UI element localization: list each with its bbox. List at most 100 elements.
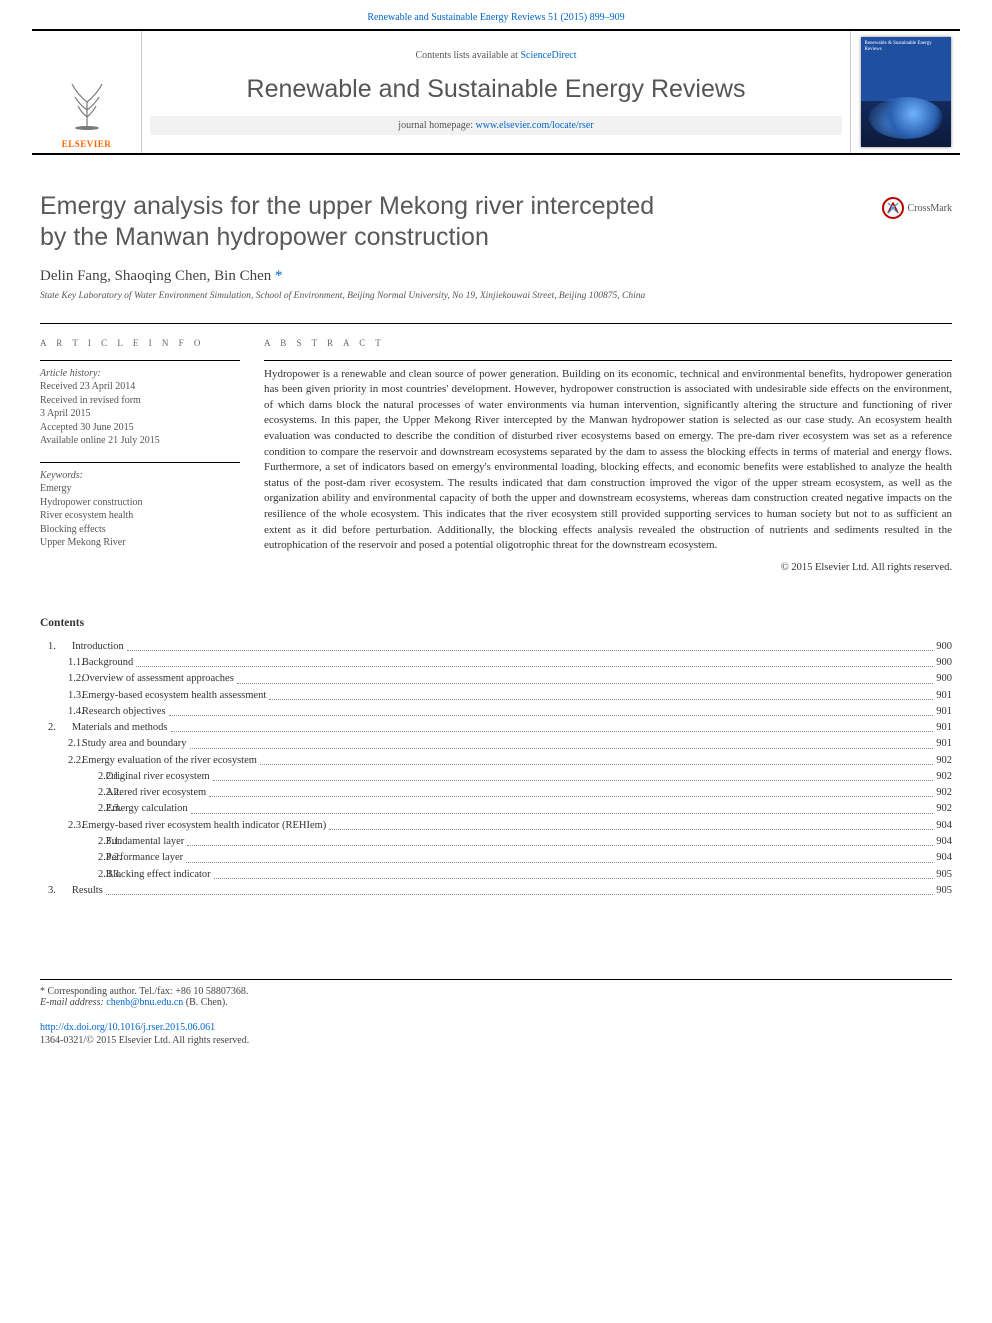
toc-title: Introduction — [72, 639, 124, 655]
toc-leader-dots — [187, 834, 933, 846]
toc-title: Fundamental layer — [106, 834, 184, 850]
toc-title: Emergy-based river ecosystem health indi… — [82, 818, 326, 834]
cover-thumbnail-box: Renewable & Sustainable Energy Reviews — [850, 31, 960, 153]
toc-leader-dots — [209, 785, 933, 797]
toc-title: Background — [82, 655, 133, 671]
toc-number: 1.1. — [40, 655, 74, 671]
toc-page: 904 — [936, 850, 952, 866]
title-line-2: by the Manwan hydropower construction — [40, 223, 489, 251]
toc-row[interactable]: 1.2. Overview of assessment approaches 9… — [40, 671, 952, 687]
article-info-column: A R T I C L E I N F O Article history: R… — [40, 338, 240, 573]
toc-title: Performance layer — [106, 850, 183, 866]
homepage-link[interactable]: www.elsevier.com/locate/rser — [476, 120, 594, 131]
abstract-column: A B S T R A C T Hydropower is a renewabl… — [264, 338, 952, 573]
toc-row[interactable]: 2.3. Emergy-based river ecosystem health… — [40, 818, 952, 834]
toc-number: 2.2.1. — [40, 769, 98, 785]
corresponding-mark[interactable]: * — [275, 268, 283, 284]
abstract-copyright: © 2015 Elsevier Ltd. All rights reserved… — [264, 562, 952, 573]
toc-title: Emergy-based ecosystem health assessment — [82, 688, 266, 704]
history-line: Received 23 April 2014 — [40, 380, 240, 394]
toc-row[interactable]: 1.1. Background 900 — [40, 655, 952, 671]
toc-row[interactable]: 2.2.1. Original river ecosystem 902 — [40, 769, 952, 785]
toc-row[interactable]: 2.2.2. Altered river ecosystem 902 — [40, 785, 952, 801]
toc-number: 2.3.3. — [40, 867, 98, 883]
footer: * Corresponding author. Tel./fax: +86 10… — [40, 979, 952, 1046]
toc-leader-dots — [136, 655, 933, 667]
toc-title: Research objectives — [82, 704, 166, 720]
toc-number: 2.1. — [40, 736, 74, 752]
toc-page: 902 — [936, 785, 952, 801]
toc-leader-dots — [190, 736, 934, 748]
toc-number: 1.3. — [40, 688, 74, 704]
toc-leader-dots — [127, 639, 933, 651]
history-line: Received in revised form — [40, 394, 240, 408]
title-line-1: Emergy analysis for the upper Mekong riv… — [40, 192, 654, 220]
toc-leader-dots — [191, 801, 934, 813]
publisher-block: ELSEVIER — [32, 31, 142, 153]
toc-number: 1. — [40, 639, 64, 655]
article-info-heading: A R T I C L E I N F O — [40, 338, 240, 348]
toc-leader-dots — [186, 850, 933, 862]
toc-page: 901 — [936, 736, 952, 752]
crossmark-badge[interactable]: CrossMark — [882, 197, 952, 219]
toc-row[interactable]: 1. Introduction 900 — [40, 639, 952, 655]
toc-title: Altered river ecosystem — [106, 785, 206, 801]
journal-name: Renewable and Sustainable Energy Reviews — [150, 75, 842, 104]
abstract-text: Hydropower is a renewable and clean sour… — [264, 360, 952, 554]
article-title: Emergy analysis for the upper Mekong riv… — [40, 191, 952, 254]
crossmark-label: CrossMark — [908, 203, 952, 214]
toc-page: 900 — [936, 639, 952, 655]
homepage-prefix: journal homepage: — [398, 120, 475, 131]
toc-row[interactable]: 1.3. Emergy-based ecosystem health asses… — [40, 688, 952, 704]
toc-row[interactable]: 2. Materials and methods 901 — [40, 720, 952, 736]
toc-leader-dots — [269, 688, 933, 700]
toc-number: 2.2.2. — [40, 785, 98, 801]
table-of-contents: 1. Introduction 9001.1. Background 9001.… — [40, 639, 952, 899]
doi-link[interactable]: http://dx.doi.org/10.1016/j.rser.2015.06… — [40, 1022, 215, 1033]
email-link[interactable]: chenb@bnu.edu.cn — [106, 997, 183, 1008]
toc-number: 2.3.1. — [40, 834, 98, 850]
toc-row[interactable]: 2.1. Study area and boundary 901 — [40, 736, 952, 752]
toc-page: 901 — [936, 720, 952, 736]
history-label: Article history: — [40, 367, 240, 381]
masthead: ELSEVIER Contents lists available at Sci… — [32, 29, 960, 155]
toc-row[interactable]: 2.3.2. Performance layer 904 — [40, 850, 952, 866]
contents-prefix: Contents lists available at — [415, 50, 520, 61]
keyword: Blocking effects — [40, 523, 240, 537]
toc-row[interactable]: 2.3.3. Blocking effect indicator 905 — [40, 867, 952, 883]
keywords-label: Keywords: — [40, 469, 240, 483]
toc-row[interactable]: 1.4. Research objectives 901 — [40, 704, 952, 720]
contents-heading: Contents — [40, 617, 952, 629]
toc-row[interactable]: 2.3.1. Fundamental layer 904 — [40, 834, 952, 850]
elsevier-wordmark: ELSEVIER — [62, 139, 112, 149]
toc-number: 2.3. — [40, 818, 74, 834]
toc-title: Overview of assessment approaches — [82, 671, 234, 687]
contents-block: Contents 1. Introduction 9001.1. Backgro… — [40, 617, 952, 899]
toc-page: 905 — [936, 867, 952, 883]
doi-line: http://dx.doi.org/10.1016/j.rser.2015.06… — [40, 1022, 952, 1033]
keywords-block: Keywords: Emergy Hydropower construction… — [40, 462, 240, 550]
title-block: CrossMark Emergy analysis for the upper … — [40, 191, 952, 301]
keyword: River ecosystem health — [40, 509, 240, 523]
toc-page: 900 — [936, 671, 952, 687]
toc-number: 3. — [40, 883, 64, 899]
keyword: Upper Mekong River — [40, 536, 240, 550]
toc-number: 1.4. — [40, 704, 74, 720]
toc-row[interactable]: 2.2. Emergy evaluation of the river ecos… — [40, 753, 952, 769]
citation-link[interactable]: Renewable and Sustainable Energy Reviews… — [367, 12, 624, 23]
email-suffix: (B. Chen). — [183, 997, 227, 1008]
authors: Delin Fang, Shaoqing Chen, Bin Chen * — [40, 268, 952, 285]
sciencedirect-link[interactable]: ScienceDirect — [520, 50, 576, 61]
email-line: E-mail address: chenb@bnu.edu.cn (B. Che… — [40, 997, 952, 1008]
author-names: Delin Fang, Shaoqing Chen, Bin Chen — [40, 268, 271, 284]
toc-number: 2.3.2. — [40, 850, 98, 866]
toc-leader-dots — [169, 704, 934, 716]
toc-row[interactable]: 3. Results 905 — [40, 883, 952, 899]
info-abstract-row: A R T I C L E I N F O Article history: R… — [40, 323, 952, 573]
toc-row[interactable]: 2.2.3. Emergy calculation 902 — [40, 801, 952, 817]
issn-line: 1364-0321/© 2015 Elsevier Ltd. All right… — [40, 1035, 952, 1046]
masthead-center: Contents lists available at ScienceDirec… — [142, 31, 850, 153]
affiliation: State Key Laboratory of Water Environmen… — [40, 291, 952, 301]
citation-header[interactable]: Renewable and Sustainable Energy Reviews… — [0, 0, 992, 29]
toc-page: 904 — [936, 834, 952, 850]
